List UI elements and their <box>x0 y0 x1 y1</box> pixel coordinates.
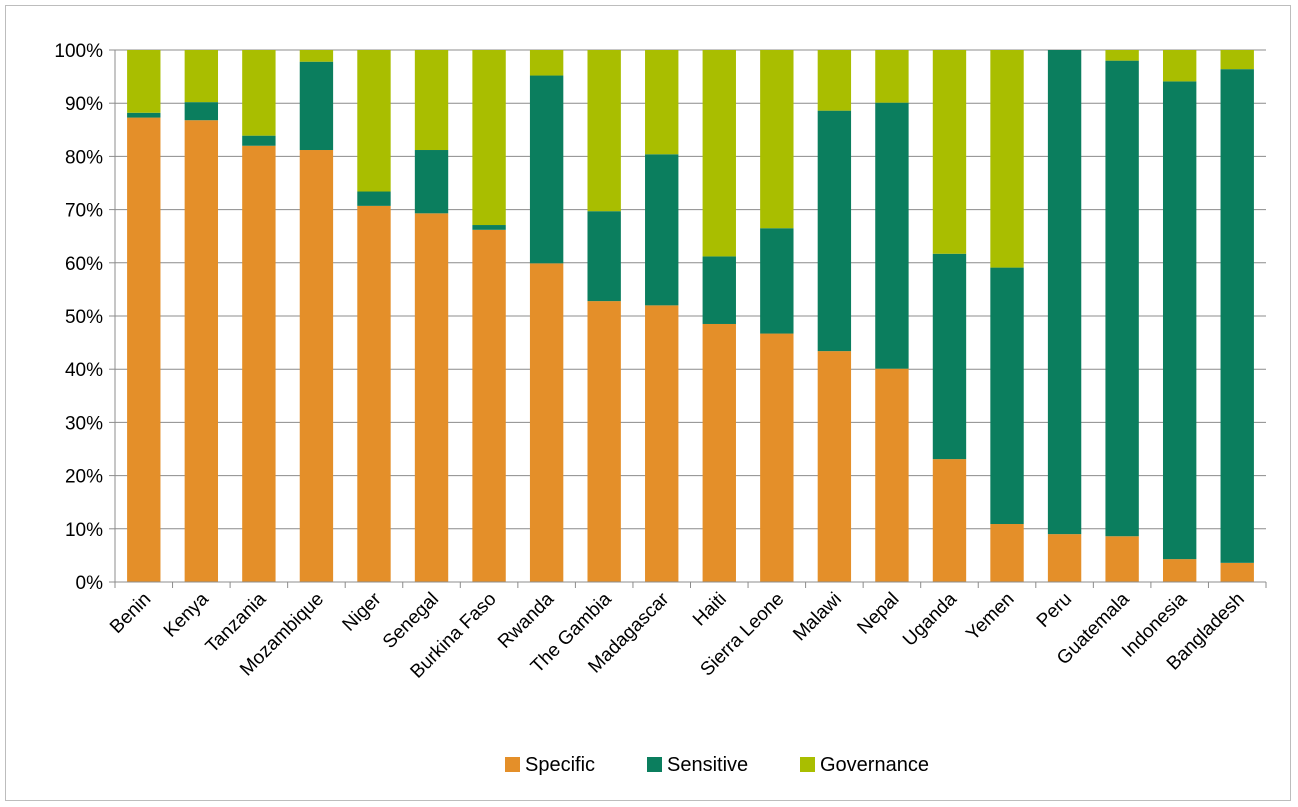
bar-governance-yemen <box>990 50 1024 268</box>
bar-specific-peru <box>1047 534 1082 582</box>
bar-sensitive-bangladesh <box>1220 69 1254 563</box>
bar-specific-burkina-faso <box>472 229 506 583</box>
y-tick-label: 70% <box>65 201 103 222</box>
bar-governance-bangladesh <box>1220 50 1254 70</box>
y-tick-label: 100% <box>54 41 103 62</box>
bar-specific-niger <box>357 205 391 582</box>
x-category-label: Haiti <box>689 589 731 631</box>
bar-specific-mozambique <box>299 150 334 583</box>
bar-specific-madagascar <box>645 305 679 582</box>
bar-specific-guatemala <box>1105 536 1139 582</box>
y-axis-tick-labels: 0% 10% 20% 30% 40% 50% 60% 70% 80% 90% 100% <box>54 41 103 594</box>
bar-specific-yemen <box>990 524 1024 582</box>
y-tick-label: 30% <box>65 413 103 434</box>
legend-swatch-sensitive <box>647 757 662 772</box>
bar-sensitive-yemen <box>990 267 1024 525</box>
x-category-label: Niger <box>339 588 386 635</box>
bar-specific-senegal <box>414 213 449 582</box>
bar-governance-mozambique <box>299 50 334 62</box>
bar-sensitive-guatemala <box>1105 60 1139 537</box>
legend-label-governance: Governance <box>820 754 929 776</box>
bar-specific-kenya <box>184 120 219 582</box>
bar-sensitive-burkina-faso <box>472 225 506 230</box>
y-tick-label: 0% <box>76 573 104 594</box>
stacked-bar-chart: 0% 10% 20% 30% 40% 50% 60% 70% 80% 90% 100% Benin K… <box>54 41 1267 776</box>
bar-specific-haiti <box>702 323 736 582</box>
legend-swatch-governance <box>800 757 815 772</box>
bar-specific-benin <box>127 117 161 583</box>
bar-specific-uganda <box>932 459 967 582</box>
legend-label-specific: Specific <box>525 754 595 776</box>
x-category-label: Yemen <box>962 589 1018 645</box>
bar-sensitive-niger <box>357 191 391 206</box>
y-tick-label: 40% <box>65 360 103 381</box>
bar-sensitive-benin <box>127 112 161 118</box>
y-tick-label: 90% <box>65 94 103 115</box>
bar-governance-rwanda <box>529 50 564 76</box>
legend: Specific Sensitive Governance <box>505 754 929 776</box>
bar-governance-tanzania <box>242 50 276 136</box>
bar-specific-the-gambia <box>587 301 621 582</box>
bar-governance-uganda <box>932 50 967 254</box>
bar-sensitive-uganda <box>932 253 967 460</box>
bar-sensitive-malawi <box>817 110 852 352</box>
bar-sensitive-senegal <box>414 150 449 214</box>
bar-sensitive-kenya <box>184 102 219 121</box>
bar-sensitive-nepal <box>875 102 909 369</box>
bar-governance-guatemala <box>1105 50 1139 61</box>
bar-specific-nepal <box>875 368 909 582</box>
legend-swatch-specific <box>505 757 520 772</box>
x-category-label: Malawi <box>789 589 846 646</box>
y-tick-label: 80% <box>65 147 103 168</box>
x-category-label: Kenya <box>160 588 213 641</box>
axes <box>114 50 1267 588</box>
bar-specific-rwanda <box>529 263 564 582</box>
bar-sensitive-sierra-leone <box>760 228 794 334</box>
bar-specific-indonesia <box>1162 559 1197 582</box>
bar-sensitive-indonesia <box>1162 81 1197 560</box>
bar-governance-sierra-leone <box>760 50 794 229</box>
x-category-label: Nepal <box>853 589 903 639</box>
bar-governance-madagascar <box>645 50 679 155</box>
bar-specific-bangladesh <box>1220 562 1254 582</box>
bar-governance-benin <box>127 50 161 113</box>
bar-specific-malawi <box>817 351 852 582</box>
bar-sensitive-tanzania <box>242 135 276 146</box>
bar-governance-senegal <box>414 50 449 151</box>
legend-label-sensitive: Sensitive <box>667 754 748 776</box>
bar-specific-sierra-leone <box>760 333 794 582</box>
bar-sensitive-mozambique <box>299 61 334 151</box>
x-category-label: Benin <box>106 589 155 638</box>
bar-sensitive-haiti <box>702 256 736 324</box>
bar-sensitive-the-gambia <box>587 211 621 302</box>
bar-governance-burkina-faso <box>472 50 506 226</box>
y-tick-label: 50% <box>65 307 103 328</box>
x-category-label: Uganda <box>899 588 961 650</box>
bar-governance-kenya <box>184 50 219 103</box>
bar-governance-malawi <box>817 50 852 111</box>
y-tick-label: 20% <box>65 467 103 488</box>
bar-governance-haiti <box>702 50 736 257</box>
bar-specific-tanzania <box>242 145 276 582</box>
bar-sensitive-rwanda <box>529 75 564 264</box>
bar-governance-the-gambia <box>587 50 621 212</box>
bar-sensitive-madagascar <box>645 154 679 306</box>
x-category-label: Peru <box>1033 589 1076 632</box>
bar-sensitive-peru <box>1047 50 1082 535</box>
y-tick-label: 10% <box>65 520 103 541</box>
bars <box>127 50 1254 583</box>
bar-governance-indonesia <box>1162 50 1197 82</box>
gridlines <box>109 49 1266 583</box>
y-tick-label: 60% <box>65 254 103 275</box>
chart-frame: 0% 10% 20% 30% 40% 50% 60% 70% 80% 90% 100% Benin K… <box>5 5 1291 801</box>
bar-governance-nepal <box>875 50 909 103</box>
bar-governance-niger <box>357 50 391 192</box>
